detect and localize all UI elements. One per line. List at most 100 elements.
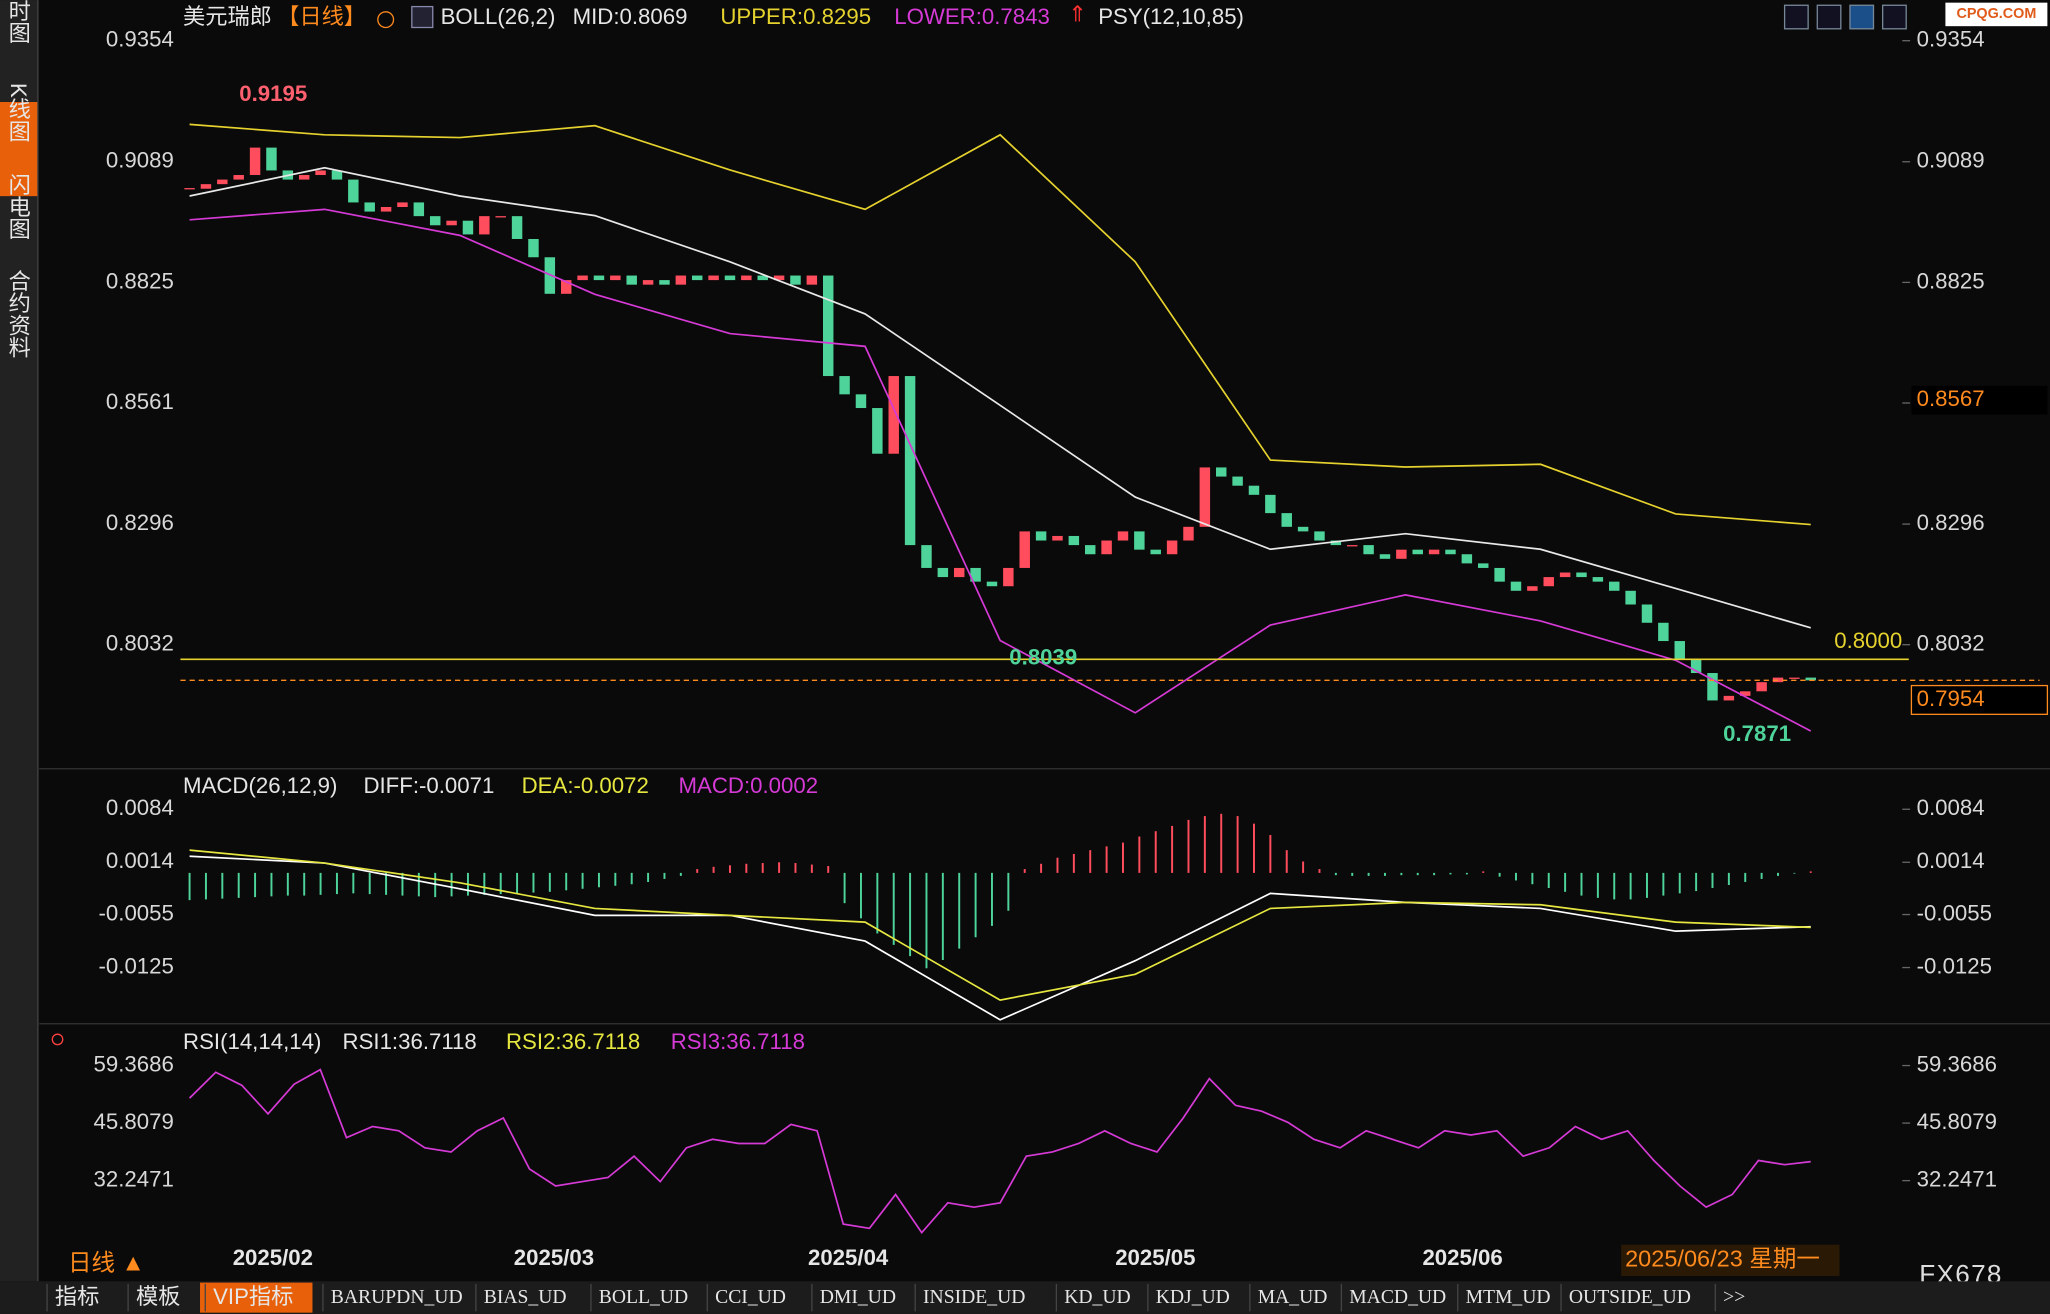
y-tick-label: 0.8296	[1917, 510, 1985, 535]
candle	[1297, 526, 1309, 532]
tab[interactable]: OUTSIDE_UD	[1569, 1287, 1691, 1308]
candle	[724, 275, 736, 281]
sidebar-tab[interactable]: K线图	[6, 83, 31, 143]
candle	[1641, 604, 1653, 623]
candle	[462, 220, 474, 235]
watermark-bg	[1945, 2, 2048, 27]
candle	[986, 581, 998, 587]
candle	[1674, 641, 1685, 660]
tab[interactable]: INSIDE_UD	[923, 1287, 1025, 1308]
tab[interactable]: MA_UD	[1258, 1287, 1328, 1308]
candle	[1330, 540, 1342, 546]
indicator: PSY(12,10,85)	[1098, 4, 1244, 29]
candle	[1134, 531, 1145, 550]
candle	[1625, 590, 1636, 605]
boll-mid	[189, 166, 1811, 629]
candle	[1314, 531, 1325, 541]
candle	[937, 567, 949, 578]
candle	[511, 216, 523, 239]
candle	[757, 275, 768, 281]
candle	[1445, 549, 1456, 555]
candle	[1215, 467, 1227, 477]
candle	[773, 275, 785, 281]
header: 美元瑞郎 【日线】 BOLL(26,2) MID:0.8069 UPPER:0.…	[183, 2, 2048, 30]
period-selector[interactable]: 日线 ▲	[68, 1250, 145, 1276]
rsi-name: RSI(14,14,14)	[183, 1029, 321, 1054]
tab[interactable]: KD_UD	[1064, 1287, 1130, 1308]
candle	[1658, 622, 1669, 642]
tab[interactable]: MTM_UD	[1466, 1287, 1551, 1308]
tab-bar	[0, 1281, 2050, 1314]
watermark: CPQG.COM	[1956, 6, 2036, 22]
macd-diff: DIFF:-0.0071	[363, 773, 494, 798]
candle	[1003, 567, 1014, 587]
y-tick-label: 45.8079	[1917, 1109, 1997, 1134]
tab[interactable]: >>	[1723, 1287, 1745, 1308]
candle	[1412, 549, 1423, 555]
sidebar-tab[interactable]: 分时图	[6, 0, 31, 44]
icon[interactable]	[1849, 4, 1875, 30]
candle	[397, 202, 408, 208]
y-tick-label: 0.8825	[106, 268, 174, 293]
arrow-icon: ⇑	[1068, 2, 1087, 27]
icon[interactable]	[1881, 4, 1907, 30]
candle	[315, 170, 326, 176]
boll-mid: MID:0.8069	[573, 4, 688, 29]
x-tick-label: 2025/06	[1422, 1245, 1502, 1270]
tab[interactable]: 指标	[55, 1284, 99, 1309]
candle	[1609, 581, 1620, 591]
candle	[560, 280, 572, 294]
tab[interactable]: MACD_UD	[1349, 1287, 1446, 1308]
diff-line	[189, 855, 1811, 1021]
tab[interactable]: KDJ_UD	[1156, 1287, 1230, 1308]
candle	[839, 376, 850, 395]
y-tick-label: 0.0014	[106, 848, 174, 873]
icon[interactable]	[1783, 4, 1809, 30]
tab[interactable]: VIP指标	[213, 1284, 293, 1309]
tab[interactable]: 模板	[136, 1284, 180, 1309]
candle	[364, 202, 375, 212]
sidebar-tab[interactable]: 合约资料	[6, 269, 31, 359]
candle	[691, 275, 703, 281]
y-tick-label: 0.0014	[1917, 848, 1985, 873]
candle	[1150, 549, 1161, 555]
candle	[1396, 549, 1407, 559]
candle	[1347, 545, 1358, 547]
boll-upper	[189, 123, 1811, 526]
sidebar-tab[interactable]: 闪电图	[6, 173, 31, 240]
tab[interactable]: BIAS_UD	[484, 1287, 567, 1308]
candle	[528, 238, 539, 258]
icon[interactable]	[1816, 4, 1842, 30]
candle	[1379, 554, 1391, 559]
tab[interactable]: BOLL_UD	[599, 1287, 688, 1308]
candle	[1428, 549, 1440, 555]
candle	[1052, 535, 1063, 541]
y-tick-label: 0.9089	[106, 148, 174, 173]
candle	[1117, 531, 1129, 541]
boll-lower	[189, 208, 1812, 732]
price-box	[1910, 684, 2049, 715]
y-tick-label: -0.0055	[99, 900, 174, 925]
candle	[577, 275, 588, 281]
y-tick-label: 0.8296	[106, 510, 174, 535]
boll-lower: LOWER:0.7843	[894, 4, 1050, 29]
tab[interactable]: CCI_UD	[715, 1287, 786, 1308]
candle	[855, 394, 867, 409]
tab[interactable]: DMI_UD	[820, 1287, 896, 1308]
candle	[1281, 513, 1292, 527]
price-annotation: 0.8039	[1009, 644, 1077, 669]
candle	[1166, 540, 1178, 555]
candle	[1035, 531, 1047, 541]
candle	[413, 202, 425, 217]
price-box	[1911, 385, 2048, 415]
icon	[411, 5, 434, 29]
x-tick-label: 2025/05	[1115, 1245, 1195, 1270]
price-annotation: 0.9195	[239, 81, 307, 106]
candle	[1248, 485, 1260, 495]
y-tick-label: 0.8032	[1917, 631, 1985, 656]
candle	[1527, 586, 1538, 591]
candle	[822, 275, 834, 377]
tab[interactable]: BARUPDN_UD	[331, 1287, 463, 1308]
